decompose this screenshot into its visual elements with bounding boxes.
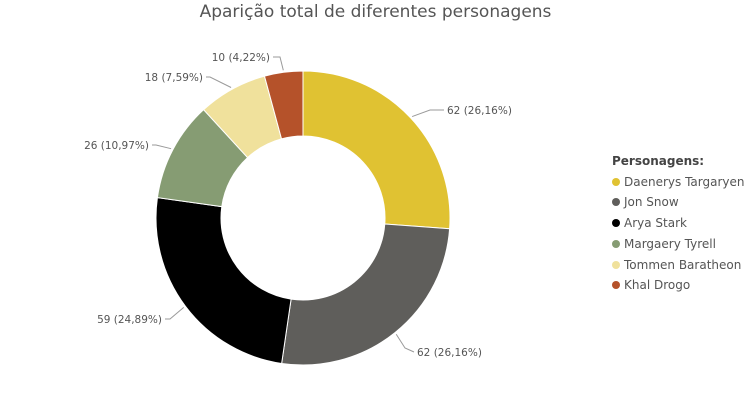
legend-label-margaery-tyrell: Margaery Tyrell: [624, 236, 716, 251]
leader-line-tommen-baratheon: [206, 76, 232, 88]
legend-item-daenerys-targaryen[interactable]: Daenerys Targaryen: [612, 172, 744, 193]
leader-line-daenerys-targaryen: [411, 109, 444, 118]
legend-marker-khal-drogo: [612, 281, 620, 290]
legend-label-khal-drogo: Khal Drogo: [624, 278, 691, 293]
legend-item-khal-drogo[interactable]: Khal Drogo: [612, 275, 744, 296]
legend-label-tommen-baratheon: Tommen Baratheon: [624, 257, 742, 272]
legend-marker-jon-snow: [612, 198, 620, 207]
leader-line-khal-drogo: [273, 56, 284, 71]
legend-marker-daenerys-targaryen: [612, 177, 620, 186]
chart-title: Aparição total de diferentes personagens: [199, 2, 552, 22]
data-label-arya-stark: 59 (24,89%): [97, 314, 162, 326]
leader-line-margaery-tyrell: [152, 144, 172, 150]
leader-line-arya-stark: [165, 306, 185, 320]
legend-title: Personagens:: [612, 154, 705, 168]
slice-daenerys-targaryen[interactable]: [302, 70, 451, 230]
slice-khal-drogo[interactable]: [263, 70, 304, 140]
slice-jon-snow[interactable]: [281, 223, 451, 366]
legend-marker-tommen-baratheon: [612, 260, 620, 269]
data-label-jon-snow: 62 (26,16%): [417, 347, 482, 359]
legend-label-daenerys-targaryen: Daenerys Targaryen: [624, 174, 745, 189]
legend: Personagens: Daenerys Targaryen Jon Snow A…: [612, 151, 744, 296]
legend-marker-arya-stark: [612, 219, 620, 228]
data-label-margaery-tyrell: 26 (10,97%): [84, 140, 149, 152]
data-label-daenerys-targaryen: 62 (26,16%): [447, 105, 512, 117]
leader-line-jon-snow: [395, 333, 415, 353]
legend-label-jon-snow: Jon Snow: [624, 195, 679, 210]
legend-item-margaery-tyrell[interactable]: Margaery Tyrell: [612, 234, 744, 255]
legend-item-jon-snow[interactable]: Jon Snow: [612, 192, 744, 213]
legend-item-arya-stark[interactable]: Arya Stark: [612, 213, 744, 234]
slice-arya-stark[interactable]: [155, 197, 292, 365]
legend-item-tommen-baratheon[interactable]: Tommen Baratheon: [612, 255, 744, 276]
legend-items: Daenerys Targaryen Jon Snow Arya Stark Marg…: [612, 172, 744, 296]
legend-marker-margaery-tyrell: [612, 239, 620, 248]
data-label-tommen-baratheon: 18 (7,59%): [145, 72, 203, 84]
data-label-khal-drogo: 10 (4,22%): [212, 52, 270, 64]
legend-label-arya-stark: Arya Stark: [624, 216, 687, 231]
